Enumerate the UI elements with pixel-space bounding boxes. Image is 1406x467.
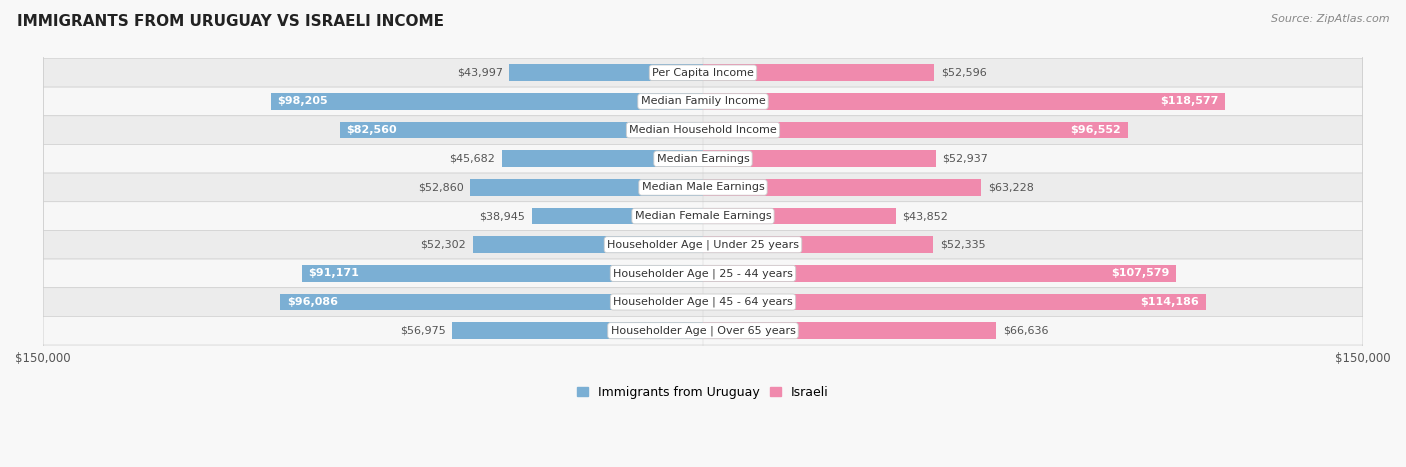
Text: $107,579: $107,579 bbox=[1112, 269, 1170, 278]
Text: $118,577: $118,577 bbox=[1160, 97, 1218, 106]
Bar bbox=[502, 150, 703, 167]
Text: $63,228: $63,228 bbox=[988, 183, 1033, 192]
Text: Median Earnings: Median Earnings bbox=[657, 154, 749, 164]
Text: Source: ZipAtlas.com: Source: ZipAtlas.com bbox=[1271, 14, 1389, 24]
Text: Median Family Income: Median Family Income bbox=[641, 97, 765, 106]
Bar bbox=[703, 122, 1128, 138]
FancyBboxPatch shape bbox=[42, 144, 1364, 403]
Text: $52,937: $52,937 bbox=[942, 154, 988, 164]
Bar bbox=[703, 150, 936, 167]
Text: Householder Age | Under 25 years: Householder Age | Under 25 years bbox=[607, 240, 799, 250]
Text: $96,552: $96,552 bbox=[1070, 125, 1122, 135]
Bar bbox=[703, 236, 934, 253]
Bar bbox=[703, 322, 997, 339]
FancyBboxPatch shape bbox=[42, 1, 1364, 259]
Bar bbox=[271, 93, 703, 110]
Bar bbox=[703, 179, 981, 196]
Text: Per Capita Income: Per Capita Income bbox=[652, 68, 754, 78]
Text: Householder Age | Over 65 years: Householder Age | Over 65 years bbox=[610, 325, 796, 336]
Bar bbox=[302, 265, 703, 282]
Text: $82,560: $82,560 bbox=[346, 125, 396, 135]
Text: $52,335: $52,335 bbox=[941, 240, 986, 250]
Bar bbox=[703, 294, 1205, 311]
Text: $52,596: $52,596 bbox=[941, 68, 987, 78]
Text: Householder Age | 25 - 44 years: Householder Age | 25 - 44 years bbox=[613, 268, 793, 279]
Text: Median Female Earnings: Median Female Earnings bbox=[634, 211, 772, 221]
Bar bbox=[703, 64, 935, 81]
Bar bbox=[340, 122, 703, 138]
Text: $38,945: $38,945 bbox=[479, 211, 524, 221]
Bar bbox=[703, 93, 1225, 110]
Text: IMMIGRANTS FROM URUGUAY VS ISRAELI INCOME: IMMIGRANTS FROM URUGUAY VS ISRAELI INCOM… bbox=[17, 14, 444, 29]
Text: Median Male Earnings: Median Male Earnings bbox=[641, 183, 765, 192]
Text: $98,205: $98,205 bbox=[277, 97, 328, 106]
Text: $52,302: $52,302 bbox=[420, 240, 467, 250]
Legend: Immigrants from Uruguay, Israeli: Immigrants from Uruguay, Israeli bbox=[572, 381, 834, 404]
Bar bbox=[472, 236, 703, 253]
Text: $45,682: $45,682 bbox=[450, 154, 495, 164]
Text: $43,997: $43,997 bbox=[457, 68, 503, 78]
FancyBboxPatch shape bbox=[42, 202, 1364, 460]
FancyBboxPatch shape bbox=[42, 173, 1364, 431]
Text: $114,186: $114,186 bbox=[1140, 297, 1199, 307]
FancyBboxPatch shape bbox=[42, 30, 1364, 288]
Bar bbox=[531, 208, 703, 224]
Text: $43,852: $43,852 bbox=[903, 211, 949, 221]
Text: $56,975: $56,975 bbox=[399, 325, 446, 336]
Bar bbox=[453, 322, 703, 339]
FancyBboxPatch shape bbox=[42, 0, 1364, 202]
FancyBboxPatch shape bbox=[42, 0, 1364, 230]
Bar bbox=[471, 179, 703, 196]
FancyBboxPatch shape bbox=[42, 58, 1364, 316]
Text: Median Household Income: Median Household Income bbox=[628, 125, 778, 135]
Text: $52,860: $52,860 bbox=[418, 183, 464, 192]
Bar bbox=[703, 265, 1177, 282]
Bar bbox=[280, 294, 703, 311]
Text: Householder Age | 45 - 64 years: Householder Age | 45 - 64 years bbox=[613, 297, 793, 307]
Bar bbox=[703, 208, 896, 224]
Text: $91,171: $91,171 bbox=[308, 269, 359, 278]
FancyBboxPatch shape bbox=[42, 87, 1364, 345]
Text: $96,086: $96,086 bbox=[287, 297, 337, 307]
Bar bbox=[509, 64, 703, 81]
Text: $66,636: $66,636 bbox=[1002, 325, 1049, 336]
FancyBboxPatch shape bbox=[42, 116, 1364, 374]
